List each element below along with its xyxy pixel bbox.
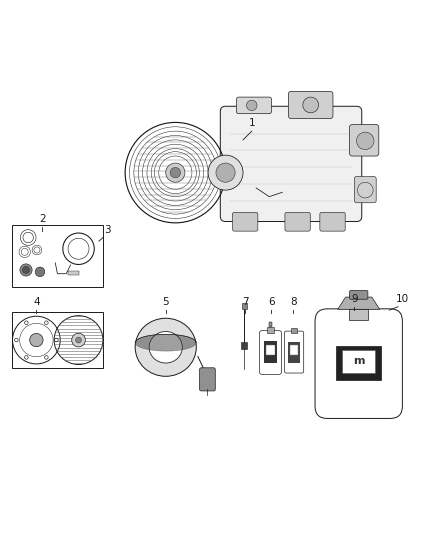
Ellipse shape — [149, 332, 182, 363]
FancyBboxPatch shape — [233, 212, 258, 231]
FancyBboxPatch shape — [350, 290, 368, 299]
Circle shape — [20, 264, 32, 276]
Bar — [342, 350, 375, 373]
Bar — [242, 303, 247, 309]
Text: 3: 3 — [104, 224, 111, 235]
Circle shape — [247, 100, 257, 111]
Circle shape — [166, 163, 185, 182]
Bar — [266, 345, 275, 354]
Circle shape — [208, 155, 243, 190]
Circle shape — [76, 337, 81, 343]
Text: m: m — [353, 356, 364, 366]
Circle shape — [72, 333, 85, 347]
Ellipse shape — [135, 334, 196, 351]
Polygon shape — [338, 297, 380, 309]
Text: 7: 7 — [242, 297, 248, 306]
Bar — [68, 271, 79, 275]
Bar — [288, 342, 300, 362]
FancyBboxPatch shape — [315, 309, 403, 418]
Text: 5: 5 — [162, 297, 169, 306]
Bar — [269, 322, 272, 327]
FancyBboxPatch shape — [220, 106, 362, 222]
Text: 10: 10 — [396, 294, 409, 304]
FancyBboxPatch shape — [350, 125, 379, 156]
FancyBboxPatch shape — [320, 212, 345, 231]
FancyBboxPatch shape — [237, 97, 272, 114]
Circle shape — [22, 266, 29, 273]
FancyBboxPatch shape — [288, 92, 333, 118]
Circle shape — [30, 334, 43, 347]
Bar — [290, 345, 298, 354]
Bar — [12, 312, 103, 368]
Text: 8: 8 — [290, 297, 297, 306]
Bar — [264, 341, 277, 362]
Text: 9: 9 — [351, 294, 358, 304]
Bar — [336, 346, 381, 380]
Circle shape — [357, 132, 374, 150]
Bar — [268, 327, 274, 333]
Circle shape — [216, 163, 235, 182]
Circle shape — [303, 97, 318, 113]
Text: 1: 1 — [248, 118, 255, 128]
Bar — [241, 342, 247, 350]
Circle shape — [35, 267, 45, 277]
Bar — [12, 225, 103, 287]
FancyBboxPatch shape — [200, 368, 215, 391]
Text: 4: 4 — [33, 297, 40, 306]
Text: 2: 2 — [39, 214, 46, 224]
Ellipse shape — [135, 318, 196, 376]
Bar — [291, 328, 297, 333]
FancyBboxPatch shape — [354, 176, 376, 203]
Circle shape — [170, 167, 180, 178]
FancyBboxPatch shape — [260, 330, 282, 374]
FancyBboxPatch shape — [285, 331, 304, 373]
FancyBboxPatch shape — [285, 212, 310, 231]
Bar — [349, 309, 368, 320]
Text: 6: 6 — [268, 297, 275, 306]
